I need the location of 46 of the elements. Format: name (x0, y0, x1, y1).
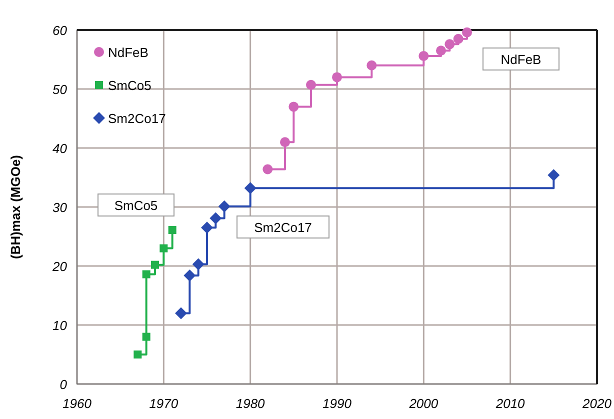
point (134, 350, 142, 358)
y-tick-label: 60 (52, 23, 68, 38)
y-tick-label: 0 (60, 377, 68, 392)
point (462, 27, 472, 38)
point (444, 39, 455, 50)
point (201, 222, 213, 234)
point (453, 34, 464, 44)
point (160, 244, 168, 252)
y-tick-label: 20 (52, 259, 68, 274)
point (184, 269, 196, 282)
x-tick-label: 1980 (236, 396, 266, 411)
point (332, 72, 342, 82)
point (418, 50, 429, 61)
y-tick-label: 30 (52, 200, 68, 215)
annotation: Sm2Co17 (254, 220, 312, 235)
x-tick-label: 1960 (62, 396, 92, 411)
point (436, 46, 446, 56)
point (151, 260, 159, 269)
y-axis-title: (BH)max (MGOe) (8, 154, 23, 260)
point (262, 164, 273, 174)
legend-label: Sm2Co17 (108, 111, 166, 126)
point (192, 258, 204, 270)
point (175, 307, 187, 320)
y-tick-label: 40 (52, 141, 68, 156)
x-tick-label: 2000 (408, 396, 439, 411)
x-tick-label: 2010 (494, 396, 526, 411)
point (548, 169, 560, 182)
x-tick-label: 1990 (322, 396, 352, 411)
annotation: SmCo5 (114, 198, 158, 213)
point (280, 137, 290, 148)
y-tick-label: 50 (52, 82, 68, 97)
point (288, 102, 299, 112)
y-tick-label: 10 (52, 318, 68, 333)
point (168, 226, 176, 234)
point (366, 60, 377, 70)
annotation: NdFeB (500, 52, 542, 67)
point (210, 212, 222, 224)
x-tick-label: 1970 (149, 396, 179, 411)
legend-label: SmCo5 (108, 78, 152, 93)
point (218, 200, 230, 212)
x-tick-label: 2020 (582, 396, 612, 411)
point (244, 182, 256, 194)
point (306, 80, 316, 90)
point (142, 270, 150, 278)
legend-label: NdFeB (108, 45, 148, 60)
point (142, 332, 150, 341)
